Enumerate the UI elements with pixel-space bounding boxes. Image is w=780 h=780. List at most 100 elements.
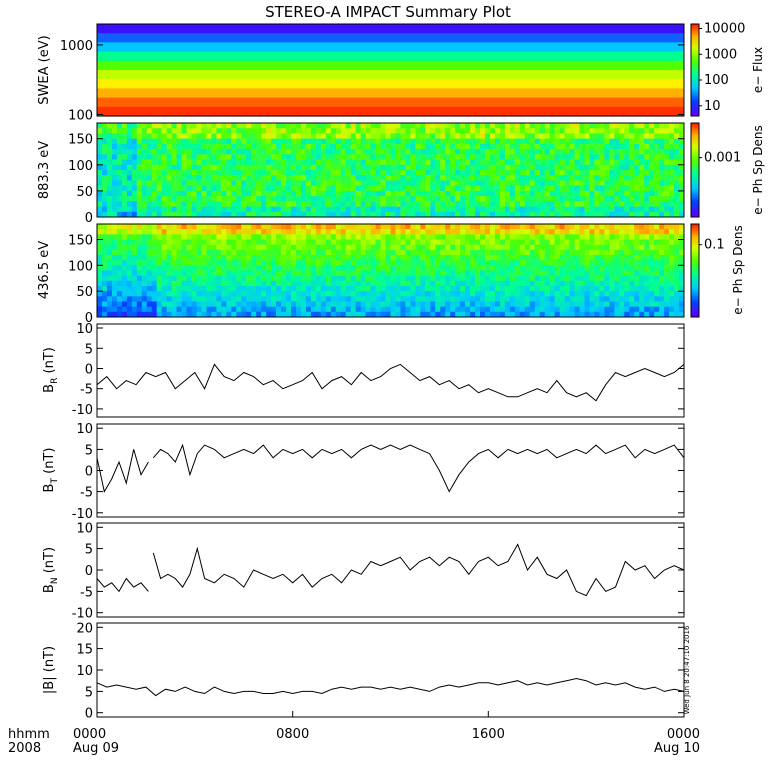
colorbar-frame <box>690 122 700 218</box>
swea-band <box>97 106 684 117</box>
spectrogram-cell <box>116 128 123 134</box>
spectrogram-cell <box>121 154 128 160</box>
spectrogram-cell <box>370 286 376 292</box>
spectrogram-cell <box>320 211 327 218</box>
spectrogram-cell <box>111 306 118 313</box>
spectrogram-cell <box>584 143 590 150</box>
spectrogram-cell <box>211 255 217 261</box>
spectrogram-cell <box>544 190 551 197</box>
spectrogram-cell <box>355 229 362 235</box>
spectrogram-cell <box>365 260 371 266</box>
spectrogram-cell <box>669 196 675 202</box>
colorbar-step <box>691 151 699 155</box>
spectrogram-cell <box>106 175 113 181</box>
spectrogram-cell <box>320 286 327 292</box>
spectrogram-cell <box>514 138 521 145</box>
spectrogram-cell <box>494 138 501 145</box>
spectrogram-cell <box>256 311 262 318</box>
spectrogram-cell <box>201 128 207 134</box>
spectrogram-cell <box>136 123 143 129</box>
spectrogram-cell <box>445 159 451 166</box>
spectrogram-cell <box>216 211 222 218</box>
spectrogram-cell <box>251 311 257 318</box>
spectrogram-cell <box>395 170 401 176</box>
spectrogram-cell <box>480 175 486 181</box>
spectrogram-cell <box>425 255 431 261</box>
spectrogram-cell <box>216 291 222 297</box>
spectrogram-cell <box>171 143 177 150</box>
spectrogram-cell <box>201 133 207 140</box>
spectrogram-cell <box>231 255 237 261</box>
spectrogram-cell <box>450 123 456 129</box>
spectrogram-cell <box>594 234 600 240</box>
spectrogram-cell <box>410 196 416 202</box>
spectrogram-cell <box>425 159 431 166</box>
spectrogram-cell <box>325 185 332 192</box>
spectrogram-cell <box>579 211 585 218</box>
spectrogram-cell <box>455 306 461 313</box>
spectrogram-cell <box>594 190 600 197</box>
spectrogram-cell <box>385 286 391 292</box>
colorbar-step <box>691 88 699 92</box>
spectrogram-cell <box>370 211 376 218</box>
spectrogram-cell <box>141 260 148 266</box>
spectrogram-cell <box>271 201 277 207</box>
spectrogram-cell <box>480 249 486 256</box>
spectrogram-cell <box>509 291 516 297</box>
spectrogram-cell <box>266 201 272 207</box>
spectrogram-cell <box>569 128 575 134</box>
spectrogram-cell <box>589 311 595 318</box>
spectrogram-cell <box>639 275 645 282</box>
spectrogram-cell <box>589 190 595 197</box>
colorbar-step <box>691 235 699 239</box>
spectrogram-cell <box>191 154 197 160</box>
spectrogram-cell <box>271 255 277 261</box>
spectrogram-cell <box>97 180 103 187</box>
spectrogram-cell <box>151 123 158 129</box>
spectrogram-cell <box>271 138 277 145</box>
spectrogram-cell <box>639 190 645 197</box>
spectrogram-cell <box>305 123 312 129</box>
spectrogram-cell <box>291 164 297 171</box>
spectrogram-cell <box>211 234 217 240</box>
spectrogram-cell <box>420 270 426 277</box>
spectrogram-cell <box>564 270 570 277</box>
spectrogram-cell <box>519 265 526 271</box>
spectrogram-cell <box>266 249 272 256</box>
spectrogram-cell <box>654 249 660 256</box>
spectrogram-cell <box>529 180 536 187</box>
spectrogram-cell <box>450 128 456 134</box>
spectrogram-cell <box>330 185 337 192</box>
spectrogram-cell <box>440 149 446 155</box>
spectrogram-cell <box>410 201 416 207</box>
spectrogram-cell <box>320 149 327 155</box>
spectrogram-cell <box>674 159 680 166</box>
spectrogram-cell <box>664 159 670 166</box>
spectrogram-cell <box>151 180 158 187</box>
spectrogram-cell <box>445 170 451 176</box>
spectrogram-cell <box>161 143 168 150</box>
spectrogram-cell <box>405 311 411 318</box>
spectrogram-cell <box>524 260 531 266</box>
spectrogram-cell <box>420 234 426 240</box>
colorbar-step <box>691 162 699 166</box>
spectrogram-cell <box>629 170 635 176</box>
spectrogram-cell <box>295 234 302 240</box>
spectrogram-cell <box>514 128 521 134</box>
spectrogram-cell <box>350 154 357 160</box>
spectrogram-cell <box>554 244 561 251</box>
spectrogram-cell <box>644 265 650 271</box>
spectrogram-cell <box>614 138 620 145</box>
spectrogram-cell <box>166 255 173 261</box>
spectrogram-cell <box>136 275 143 282</box>
spectrogram-cell <box>246 159 252 166</box>
spectrogram-cell <box>425 224 431 230</box>
spectrogram-cell <box>201 154 207 160</box>
spectrogram-cell <box>619 286 625 292</box>
spectrogram-cell <box>440 196 446 202</box>
spectrogram-cell <box>415 138 421 145</box>
spectrogram-cell <box>136 291 143 297</box>
spectrogram-cell <box>480 143 486 150</box>
spectrogram-cell <box>310 275 317 282</box>
spectrogram-cell <box>300 311 307 318</box>
